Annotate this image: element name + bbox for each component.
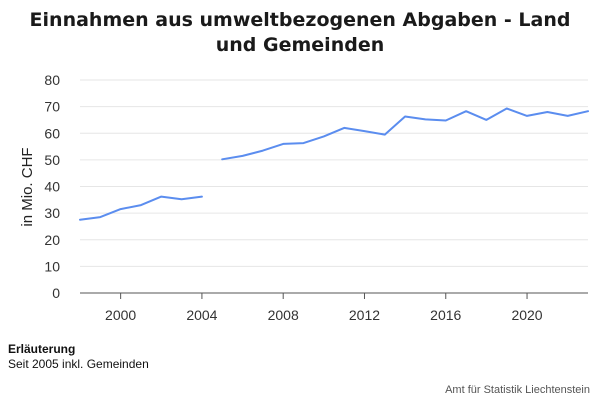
x-tick-label: 2020 bbox=[511, 307, 542, 323]
y-tick-label: 80 bbox=[44, 72, 60, 88]
series-line-segment-2 bbox=[221, 107, 589, 161]
y-axis-title: in Mio. CHF bbox=[19, 147, 36, 226]
y-tick-label: 50 bbox=[44, 152, 60, 168]
chart-title: Einnahmen aus umweltbezogenen Abgaben - … bbox=[0, 8, 600, 58]
x-tick-label: 2016 bbox=[430, 307, 461, 323]
x-tick-label: 2012 bbox=[349, 307, 380, 323]
chart-title-line-1: Einnahmen aus umweltbezogenen Abgaben - … bbox=[29, 9, 571, 31]
data-series bbox=[79, 107, 589, 221]
y-tick-label: 70 bbox=[44, 99, 60, 115]
x-tick-label: 2000 bbox=[105, 307, 136, 323]
source-credit: Amt für Statistik Liechtenstein bbox=[445, 384, 590, 396]
x-tick-label: 2004 bbox=[186, 307, 217, 323]
explanation-note: Erläuterung Seit 2005 inkl. Gemeinden bbox=[8, 342, 149, 372]
y-tick-label: 0 bbox=[52, 285, 60, 301]
y-axis-ticks: 0 10 20 30 40 50 60 70 80 bbox=[44, 72, 60, 301]
y-tick-label: 60 bbox=[44, 125, 60, 141]
x-axis-ticks: 2000 2004 2008 2012 2016 2020 bbox=[105, 293, 543, 323]
chart-title-line-2: und Gemeinden bbox=[215, 34, 385, 56]
y-tick-label: 20 bbox=[44, 232, 60, 248]
explanation-heading: Erläuterung bbox=[8, 342, 76, 356]
gridlines bbox=[80, 79, 588, 267]
y-tick-label: 30 bbox=[44, 205, 60, 221]
y-tick-label: 40 bbox=[44, 179, 60, 195]
y-tick-label: 10 bbox=[44, 258, 60, 274]
x-tick-label: 2008 bbox=[268, 307, 299, 323]
explanation-text: Seit 2005 inkl. Gemeinden bbox=[8, 357, 149, 371]
series-line-segment-1 bbox=[79, 195, 203, 221]
